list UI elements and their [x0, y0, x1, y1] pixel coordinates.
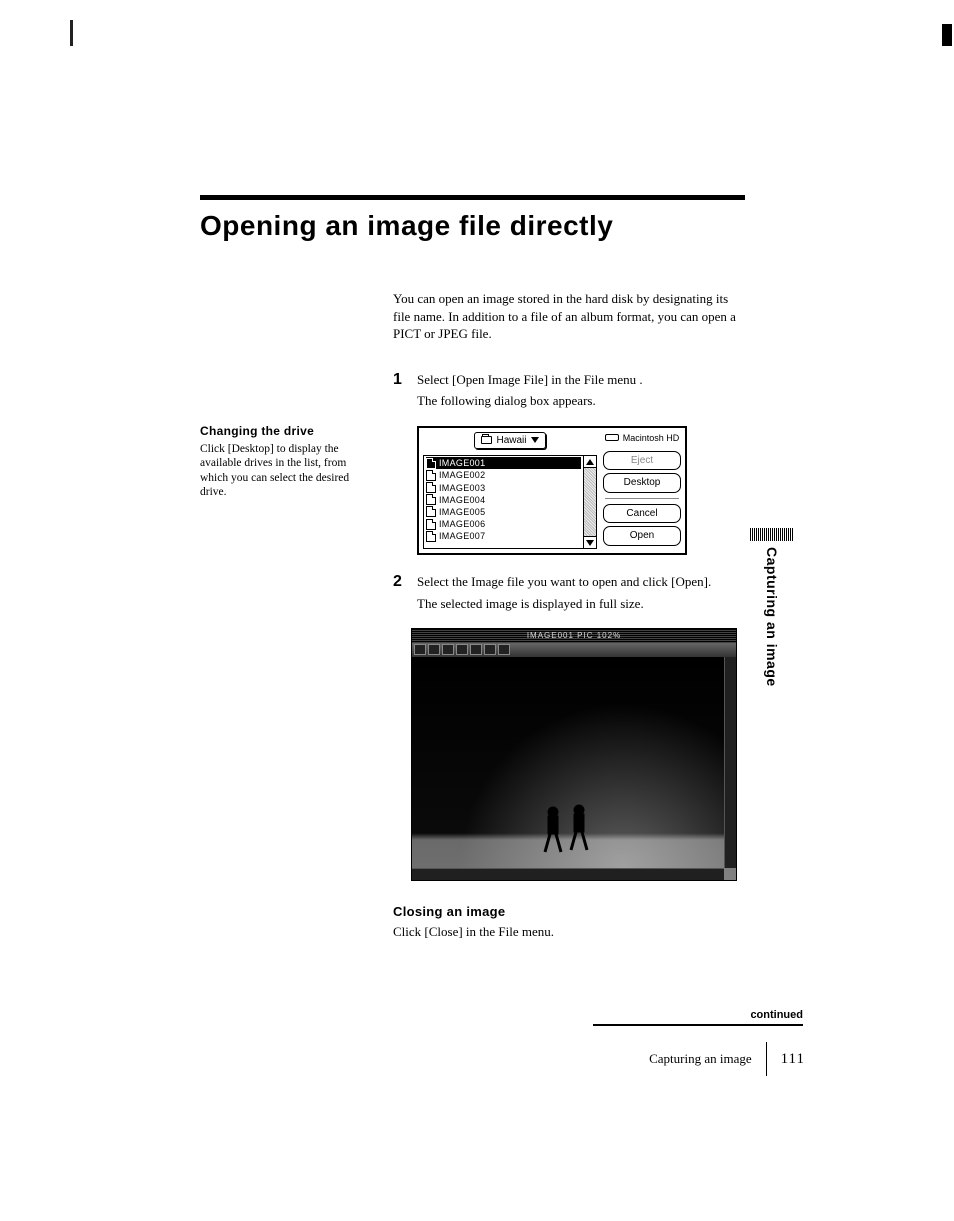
toolbar-button[interactable] [456, 644, 468, 655]
toolbar-button[interactable] [470, 644, 482, 655]
continued-label: continued [593, 1009, 803, 1026]
thumb-tab: Capturing an image [750, 528, 794, 687]
document-icon [426, 519, 436, 530]
horizontal-scrollbar[interactable] [412, 868, 724, 880]
sidebar-body: Click [Desktop] to display the available… [200, 442, 355, 500]
main-column: You can open an image stored in the hard… [393, 290, 743, 940]
folder-popup-label: Hawaii [496, 434, 526, 448]
image-window: IMAGE001 PIC 102% [411, 628, 737, 881]
image-viewport [412, 657, 736, 880]
intro-paragraph: You can open an image stored in the hard… [393, 290, 743, 343]
step-2: 2 Select the Image file you want to open… [393, 573, 743, 620]
open-file-dialog: Hawaii IMAGE001 IMAGE002 IMAGE003 IMAGE0… [417, 426, 687, 556]
file-row[interactable]: IMAGE002 [426, 469, 581, 481]
title-rule [200, 195, 745, 200]
sidebar-heading: Changing the drive [200, 424, 355, 439]
file-list-scrollbar[interactable] [583, 456, 596, 548]
window-titlebar[interactable]: IMAGE001 PIC 102% [412, 629, 736, 643]
folder-icon [481, 436, 492, 444]
open-button[interactable]: Open [603, 526, 681, 546]
thumb-tab-marker [750, 528, 794, 541]
chevron-down-icon [531, 437, 539, 443]
page-number: 111 [781, 1051, 805, 1068]
scan-artifact [942, 24, 952, 46]
file-row[interactable]: IMAGE006 [426, 518, 581, 530]
window-toolbar [412, 643, 736, 657]
document-icon [426, 470, 436, 481]
page-footer: Capturing an image 111 [560, 1042, 805, 1076]
scroll-track[interactable] [584, 468, 596, 536]
disk-indicator: Macintosh HD [603, 432, 681, 444]
page-content: Opening an image file directly Changing … [200, 195, 810, 940]
file-row[interactable]: IMAGE005 [426, 506, 581, 518]
document-icon [426, 531, 436, 542]
vertical-scrollbar[interactable] [724, 657, 736, 868]
scroll-up-button[interactable] [584, 456, 596, 468]
document-icon [426, 494, 436, 505]
file-row[interactable]: IMAGE004 [426, 494, 581, 506]
step-instruction: Select the Image file you want to open a… [417, 573, 743, 591]
closing-heading: Closing an image [393, 903, 743, 921]
toolbar-button[interactable] [442, 644, 454, 655]
closing-body: Click [Close] in the File menu. [393, 923, 743, 941]
desktop-button[interactable]: Desktop [603, 473, 681, 493]
scan-artifact [70, 20, 73, 46]
footer-separator [766, 1042, 767, 1076]
document-icon [426, 482, 436, 493]
file-row[interactable]: IMAGE001 [426, 457, 581, 469]
step-result: The selected image is displayed in full … [417, 595, 743, 613]
toolbar-button[interactable] [414, 644, 426, 655]
toolbar-button[interactable] [428, 644, 440, 655]
step-result: The following dialog box appears. [417, 392, 743, 410]
arrow-up-icon [586, 459, 594, 465]
scroll-down-button[interactable] [584, 536, 596, 548]
thumb-tab-label: Capturing an image [764, 547, 780, 687]
photo-silhouettes [535, 800, 605, 860]
file-list[interactable]: IMAGE001 IMAGE002 IMAGE003 IMAGE004 IMAG… [423, 455, 597, 549]
button-divider [605, 498, 679, 499]
page-title: Opening an image file directly [200, 210, 810, 242]
sidebar-note: Changing the drive Click [Desktop] to di… [200, 290, 355, 940]
window-title: IMAGE001 PIC 102% [527, 631, 621, 642]
disk-label: Macintosh HD [623, 432, 680, 444]
document-icon [426, 458, 436, 469]
folder-popup[interactable]: Hawaii [474, 432, 545, 450]
footer-section: Capturing an image [649, 1051, 752, 1067]
cancel-button[interactable]: Cancel [603, 504, 681, 524]
toolbar-button[interactable] [484, 644, 496, 655]
arrow-down-icon [586, 540, 594, 546]
step-number: 2 [393, 573, 407, 620]
toolbar-button[interactable] [498, 644, 510, 655]
file-row[interactable]: IMAGE003 [426, 482, 581, 494]
eject-button[interactable]: Eject [603, 451, 681, 471]
document-icon [426, 506, 436, 517]
step-number: 1 [393, 371, 407, 418]
hard-disk-icon [605, 434, 619, 441]
file-row[interactable]: IMAGE007 [426, 530, 581, 542]
step-instruction: Select [Open Image File] in the File men… [417, 371, 743, 389]
step-1: 1 Select [Open Image File] in the File m… [393, 371, 743, 418]
